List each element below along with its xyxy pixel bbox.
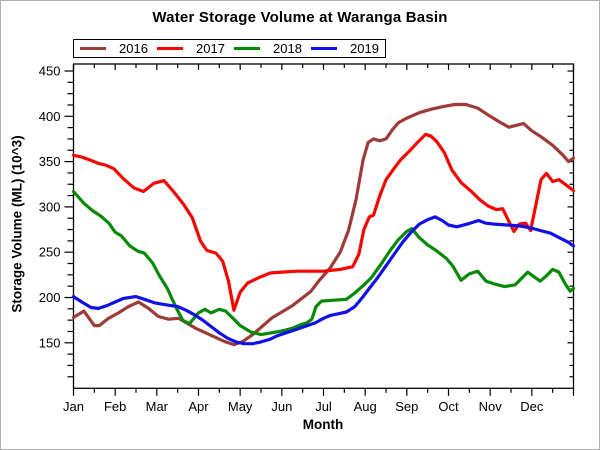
y-tick-label: 250	[39, 245, 61, 260]
legend-swatch-2016	[80, 47, 106, 50]
legend-item-2018: 2018	[234, 42, 302, 55]
legend-item-2019: 2019	[311, 42, 379, 55]
y-tick-label: 450	[39, 64, 61, 79]
legend-item-2016: 2016	[80, 42, 148, 55]
x-tick-label: Sep	[395, 399, 418, 414]
y-tick-label: 400	[39, 109, 61, 124]
x-tick-label: Nov	[479, 399, 503, 414]
series-line-2017	[71, 132, 576, 312]
legend-label-2017: 2017	[196, 41, 225, 56]
x-tick-label: Feb	[104, 399, 126, 414]
legend-swatch-2017	[157, 47, 184, 50]
legend-item-2017: 2017	[157, 42, 225, 55]
x-tick-label: Mar	[146, 399, 169, 414]
legend-label-2016: 2016	[119, 41, 148, 56]
x-tick-label: Apr	[188, 399, 209, 414]
y-tick-label: 150	[39, 335, 61, 350]
x-tick-label: Jun	[271, 399, 292, 414]
y-tick-label: 350	[39, 154, 61, 169]
x-axis-title: Month	[302, 417, 344, 432]
series-line-2019	[71, 215, 576, 346]
legend-label-2019: 2019	[350, 41, 379, 56]
chart-title: Water Storage Volume at Waranga Basin	[152, 9, 448, 26]
x-tick-label: Oct	[438, 399, 459, 414]
plot-border	[72, 63, 575, 389]
series-line-2018	[71, 189, 576, 337]
legend-label-2018: 2018	[273, 41, 302, 56]
x-tick-label: Jul	[315, 399, 332, 414]
series-line-2016	[71, 102, 576, 347]
x-tick-label: Jan	[63, 399, 84, 414]
legend-swatch-2018	[234, 47, 261, 50]
y-axis-title: Storage Volume (ML) (10^3)	[9, 135, 25, 313]
y-tick-label: 300	[39, 199, 61, 214]
legend: 2016 2017 2018 2019	[73, 39, 386, 58]
legend-swatch-2019	[311, 47, 338, 50]
x-tick-label: May	[228, 399, 253, 414]
y-tick-label: 200	[39, 290, 61, 305]
x-tick-label: Aug	[354, 399, 377, 414]
x-tick-label: Dec	[520, 399, 544, 414]
